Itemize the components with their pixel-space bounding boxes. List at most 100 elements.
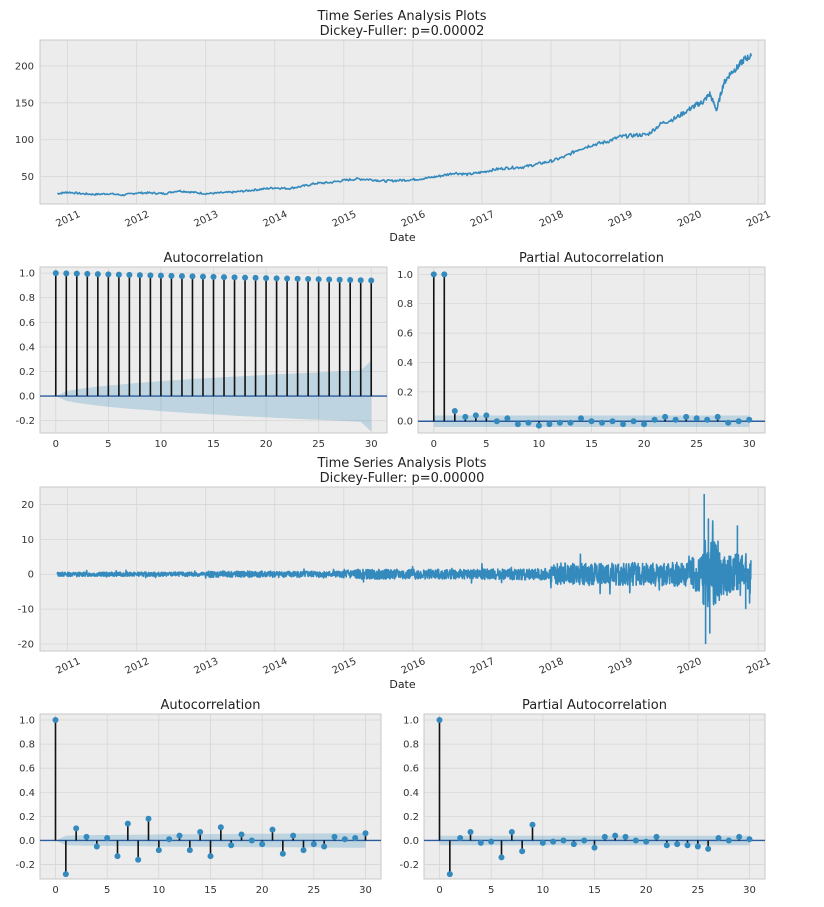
y-tick-label: -0.2 [15,860,35,871]
stem-marker [145,815,152,822]
price-series-line [56,53,752,197]
stem-marker [105,271,112,278]
partial-autocorrelation-chart-1: Partial Autocorrelation 0.0 0.2 0.4 0.6 0.8 1.… [397,251,766,450]
stem-marker [591,844,598,851]
stem-marker [228,842,235,849]
stem-marker [705,845,712,852]
stem-marker [94,271,101,278]
figure-2-subtitle: Dickey-Fuller: p=0.00000 [320,471,485,486]
stem-marker [347,277,354,284]
stem-marker [189,273,196,280]
x-tick-label: 2013 [192,656,220,677]
stem-marker [567,419,574,426]
x-tick-label: 2011 [54,656,82,677]
stem-marker [124,820,131,827]
stem-marker [550,838,557,845]
y-tick-label: 0.8 [19,293,35,304]
stem-marker [84,270,91,277]
stem-marker [83,833,90,840]
x-tick-label: 20 [260,439,273,450]
stem-marker [176,832,183,839]
x-tick-label: 2015 [331,656,359,677]
stem-marker [368,277,375,284]
autocorrelation-chart-2: Autocorrelation -0.2 0.0 0.2 0.4 0.6 0.8 1.0 0 5 1… [15,698,382,896]
x-tick-label: 20 [638,439,651,450]
y-tick-label: 0.0 [397,417,413,428]
y-tick-label: 0.0 [403,836,419,847]
y-tick-label: 1.0 [397,270,413,281]
x-tick-label: 25 [312,439,325,450]
stem-marker [52,717,59,724]
x-tick-label: 2012 [123,209,151,230]
stem-marker [560,837,567,844]
y-tick-label: 1.0 [19,716,35,727]
stem-marker [504,415,511,422]
x-tick-label: 2014 [262,656,290,677]
x-tick-label: 30 [365,439,378,450]
x-tick-label: 2018 [538,209,566,230]
stem-marker [508,829,515,836]
stem-marker [441,271,448,278]
stem-marker [599,419,606,426]
stem-marker [525,419,532,426]
stem-marker [483,412,490,419]
stem-marker [252,274,259,281]
stem-marker [467,829,474,836]
stem-marker [93,843,100,850]
panel-title: Partial Autocorrelation [519,251,664,266]
stem-marker [451,407,458,414]
y-tick-label: 10 [21,535,34,546]
stem-marker [341,836,348,843]
y-tick-label: 0.2 [397,387,413,398]
stem-marker [683,413,690,420]
x-tick-label: 2018 [538,656,566,677]
x-tick-label: 0 [52,885,58,896]
figure-1-title: Time Series Analysis Plots [316,9,486,24]
x-tick-label: 30 [359,885,372,896]
stem-marker [73,270,80,277]
stem-marker [310,841,317,848]
stem-marker [135,856,142,863]
x-tick-label: 25 [307,885,320,896]
stem-marker [663,842,670,849]
figure-2-title: Time Series Analysis Plots [316,456,486,471]
x-tick-label: 10 [152,885,165,896]
stem-marker [477,839,484,846]
stem-marker [612,832,619,839]
stem-marker [620,421,627,428]
x-tick-label: 20 [640,885,653,896]
y-tick-label: 0.8 [19,740,35,751]
x-tick-label: 0 [431,439,437,450]
stem-marker [529,821,536,828]
stem-marker [242,274,249,281]
stem-marker [735,418,742,425]
stem-marker [305,276,312,283]
stem-marker [221,274,228,281]
stem-marker [157,272,164,279]
stem-marker [746,836,753,843]
x-tick-label: 5 [104,885,110,896]
x-tick-label: 2016 [400,656,428,677]
stem-marker [331,833,338,840]
stem-marker [263,275,270,282]
y-tick-label: 100 [15,135,34,146]
stem-marker [609,418,616,425]
x-tick-label: 2014 [262,209,290,230]
y-tick-label: -0.2 [15,416,35,427]
stem-marker [725,419,732,426]
stem-marker [290,832,297,839]
stem-marker [178,273,185,280]
y-tick-label: 0.2 [19,367,35,378]
stem-marker [725,837,732,844]
stem-marker [259,841,266,848]
x-tick-label: 25 [690,439,703,450]
stem-marker [62,871,69,878]
stem-marker [231,274,238,281]
stem-marker [446,871,453,878]
x-tick-label: 30 [743,439,756,450]
x-tick-label: 0 [436,885,442,896]
stem-marker [199,273,206,280]
stem-marker [238,831,245,838]
y-tick-label: 0 [28,570,34,581]
